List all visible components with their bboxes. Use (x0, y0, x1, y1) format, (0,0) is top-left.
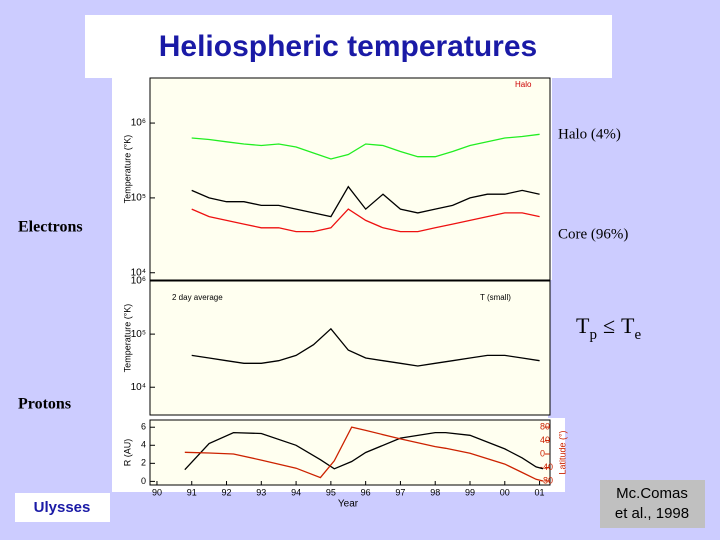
series-line (191, 185, 540, 218)
electrons-label: Electrons (18, 219, 83, 236)
symbol: T (621, 313, 635, 338)
y-axis-label: Temperature (°K) (122, 304, 132, 373)
series-line (184, 431, 544, 471)
series-line (191, 133, 540, 160)
y-tick-label: 10⁴ (131, 267, 146, 278)
symbol: T (576, 313, 590, 338)
x-tick-label: 98 (430, 487, 440, 497)
y2-tick-label: -40 (540, 462, 553, 472)
y-axis-label: Temperature (°K) (122, 135, 132, 204)
protons-label: Protons (18, 396, 71, 413)
citation: Mc.Comas (616, 485, 688, 502)
core-label: Core (96%) (558, 226, 628, 242)
y2-tick-label: 40 (540, 435, 550, 445)
y-tick-label: 4 (141, 440, 146, 450)
citation-box (600, 480, 705, 528)
x-tick-label: 95 (326, 487, 336, 497)
symbol: ≤ (603, 313, 615, 338)
y2-tick-label: 0 (540, 448, 545, 458)
y-tick-label: 2 (141, 458, 146, 468)
y-axis-label: R (AU) (122, 439, 132, 467)
citation: et al., 1998 (615, 505, 689, 522)
proton-relation: Tp ≤ Te (576, 313, 641, 343)
y-tick-label: 10⁴ (131, 382, 146, 393)
x-tick-label: 92 (222, 487, 232, 497)
mission-box (15, 493, 110, 522)
y2-axis-label: Latitude (°) (557, 430, 567, 474)
mission-label: Ulysses (34, 499, 91, 516)
title-box (85, 15, 612, 78)
plot-area (149, 77, 551, 281)
y-tick-label: 10⁶ (131, 118, 146, 129)
x-tick-label: 97 (395, 487, 405, 497)
annotation: T (small) (480, 293, 511, 302)
y2-tick-label: -80 (540, 475, 553, 485)
y-tick-label: 10⁵ (131, 329, 146, 340)
x-tick-label: 94 (291, 487, 301, 497)
halo-label: Halo (4%) (558, 126, 621, 142)
x-tick-label: 91 (187, 487, 197, 497)
x-tick-label: 90 (152, 487, 162, 497)
y-tick-label: 6 (141, 422, 146, 432)
x-tick-label: 01 (535, 487, 545, 497)
x-tick-label: 93 (256, 487, 266, 497)
x-axis-label: Year (338, 499, 359, 510)
subscript: e (634, 327, 641, 343)
y-tick-label: 0 (141, 476, 146, 486)
title: Heliospheric temperatures (159, 30, 537, 63)
x-tick-label: 96 (361, 487, 371, 497)
series-line (184, 426, 544, 482)
subscript: p (589, 327, 597, 343)
annotation: 2 day average (172, 293, 223, 302)
x-tick-label: 00 (500, 487, 510, 497)
annotation: Halo (515, 80, 532, 89)
y2-tick-label: 80 (540, 421, 550, 431)
y-tick-label: 10⁵ (131, 193, 146, 204)
series-line (191, 327, 540, 367)
x-tick-label: 99 (465, 487, 475, 497)
y-tick-label: 10⁶ (131, 276, 146, 287)
series-line (191, 208, 540, 233)
plot-area (149, 280, 551, 416)
